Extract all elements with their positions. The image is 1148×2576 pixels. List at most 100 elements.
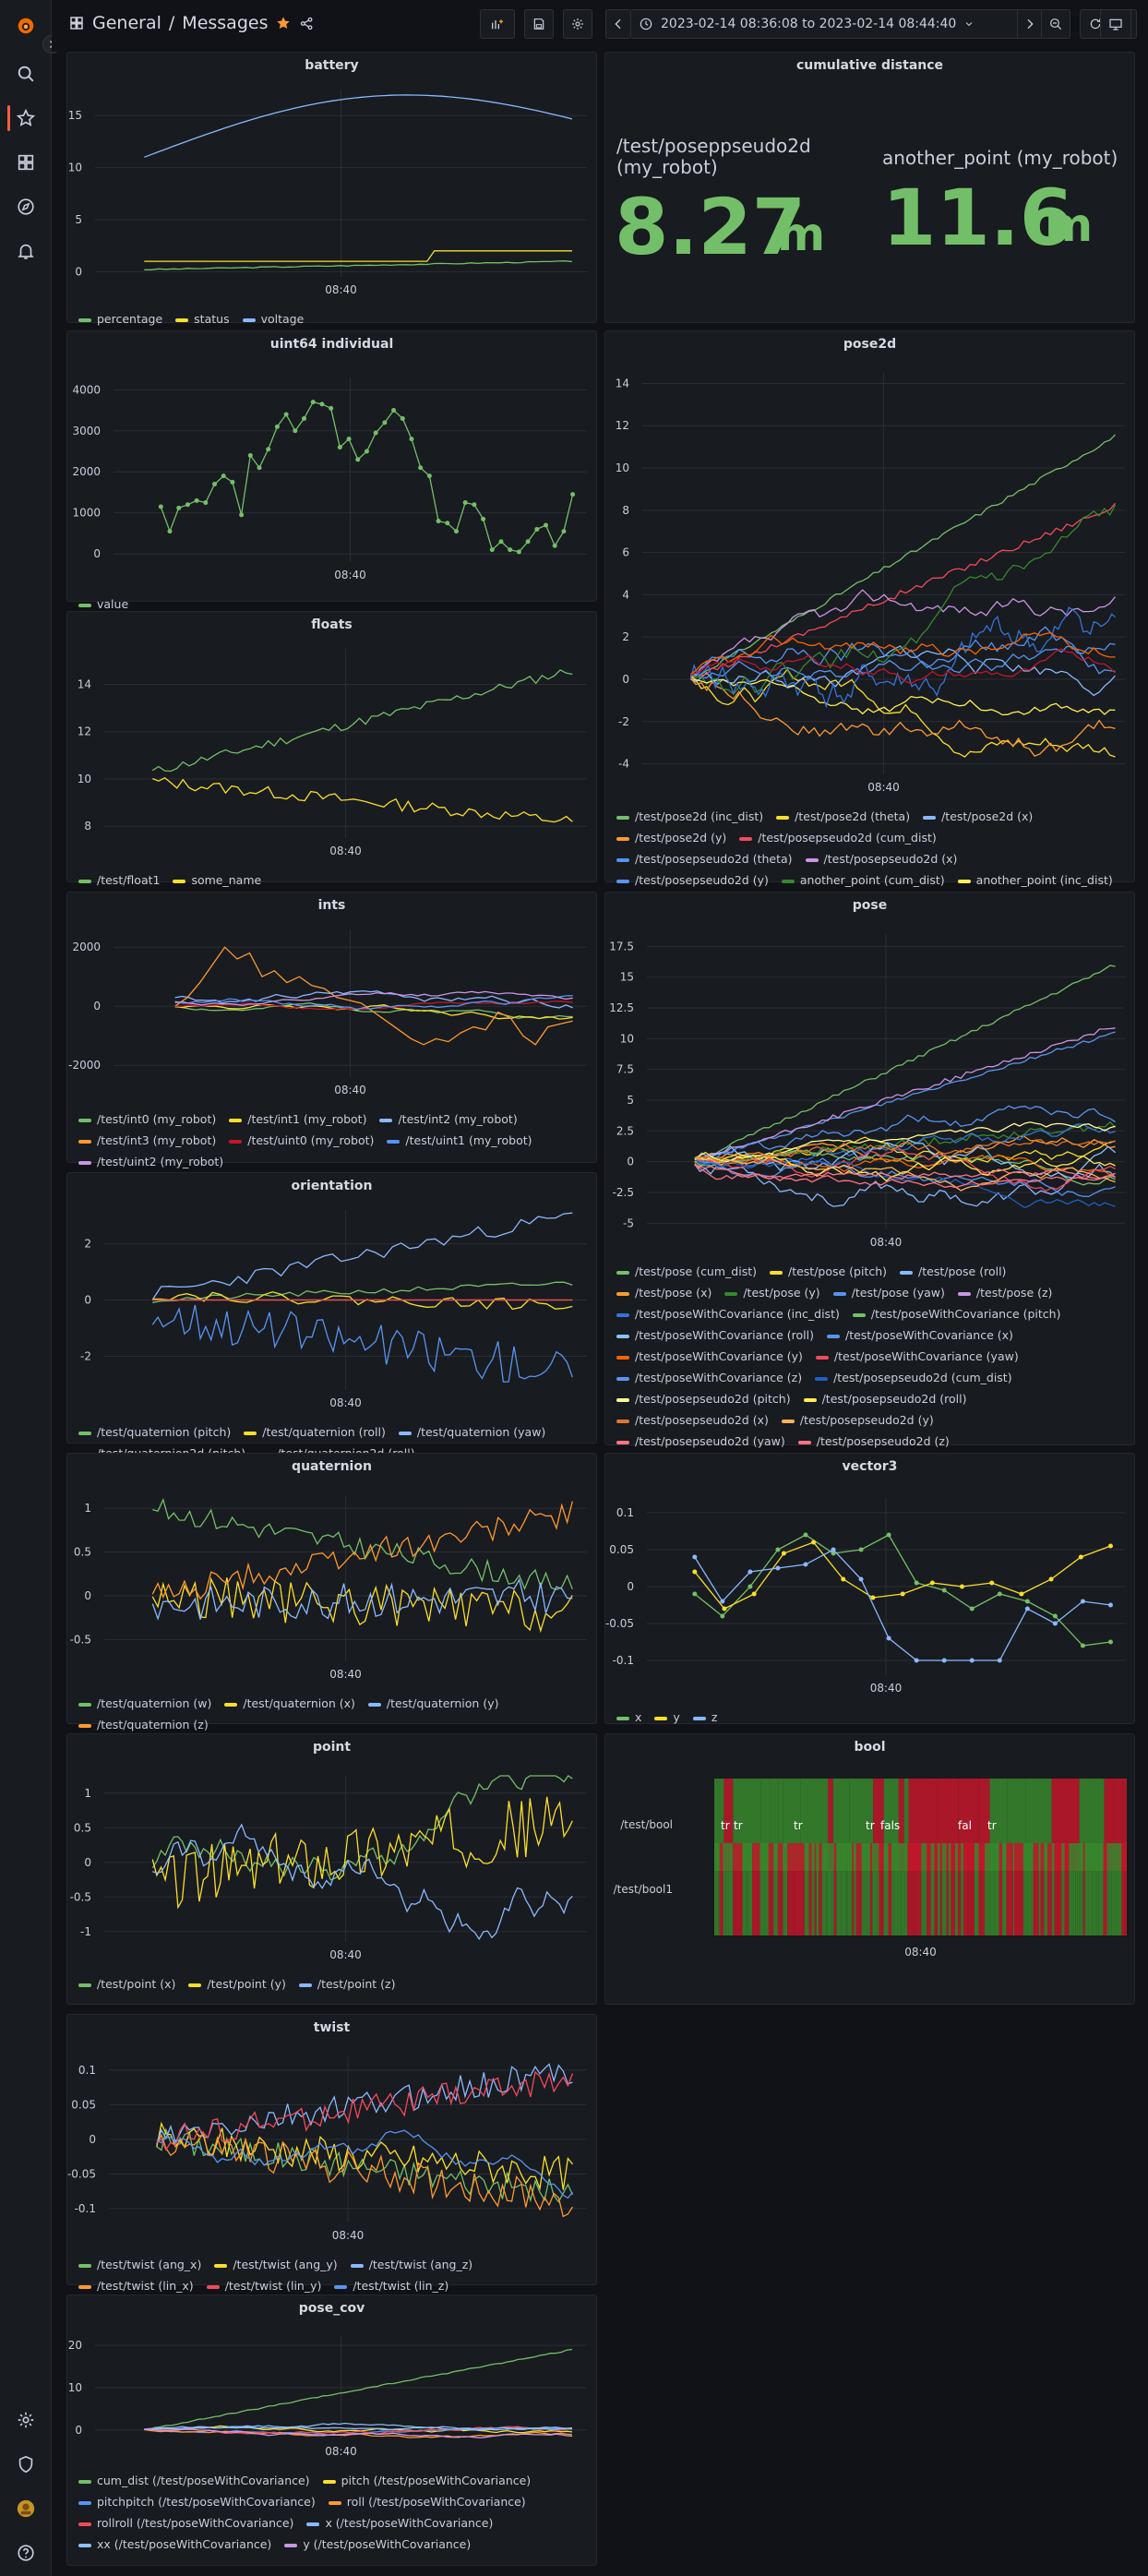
- star-icon[interactable]: [13, 105, 39, 131]
- legend-item[interactable]: /test/pose (y): [724, 1282, 819, 1303]
- legend-item[interactable]: /test/twist (lin_y): [207, 2275, 322, 2296]
- panel-bool[interactable]: bool/test/bool/test/bool1 tr tr tr tr fals fal…: [604, 1733, 1135, 2005]
- legend-item[interactable]: /test/poseWithCovariance (inc_dist): [616, 1303, 840, 1324]
- panel-battery[interactable]: battery 15 10 5 0 08:40 percentage status voltag…: [66, 52, 597, 323]
- legend-item[interactable]: /test/posepseudo2d (y): [616, 869, 769, 891]
- legend-item[interactable]: /test/posepseudo2d (pitch): [616, 1388, 791, 1409]
- explore-icon[interactable]: [13, 194, 39, 220]
- tv-mode-button[interactable]: [1100, 9, 1131, 39]
- legend-item[interactable]: z: [693, 1707, 718, 1728]
- help-icon[interactable]: [13, 2540, 39, 2566]
- panel-pose[interactable]: pose 17.5 15 12.5 10 7.5 5 2.5 0 -2.5 -5 08:40/test…: [604, 892, 1135, 1445]
- legend-item[interactable]: /test/pose (z): [958, 1282, 1053, 1303]
- legend-item[interactable]: /test/pose2d (theta): [776, 806, 910, 827]
- legend-item[interactable]: roll (/test/poseWithCovariance): [329, 2491, 526, 2512]
- user-avatar[interactable]: [13, 2496, 39, 2522]
- legend-item[interactable]: /test/posepseudo2d (theta): [616, 848, 793, 869]
- time-forward-button[interactable]: [1017, 9, 1043, 39]
- legend-item[interactable]: /test/pose2d (inc_dist): [616, 806, 763, 827]
- shield-icon[interactable]: [13, 2451, 39, 2477]
- legend-item[interactable]: another_point (inc_dist): [958, 869, 1113, 891]
- legend-item[interactable]: /test/posepseudo2d (yaw): [616, 1431, 785, 1452]
- settings-gear-icon[interactable]: [13, 2407, 39, 2433]
- panel-pose-cov[interactable]: pose_cov 20 10 0 08:40 cum_dist (/test/poseWi…: [66, 2294, 597, 2566]
- legend-item[interactable]: pitch (/test/poseWithCovariance): [323, 2470, 532, 2491]
- panel-twist[interactable]: twist 0.1 0.05 0 -0.05 -0.1 08:40/test/twist (…: [66, 2014, 597, 2285]
- legend-item[interactable]: /test/uint0 (my_robot): [229, 1130, 374, 1151]
- legend-item[interactable]: /test/int2 (my_robot): [379, 1108, 517, 1130]
- breadcrumb-folder[interactable]: General: [92, 13, 161, 33]
- legend-item[interactable]: /test/posepseudo2d (roll): [804, 1388, 967, 1409]
- panel-pose2d[interactable]: pose2d 14 12 10 8 6 4 2 0 -2 -4 08:40/test/pose2d (…: [604, 330, 1135, 882]
- zoom-out-button[interactable]: [1041, 9, 1070, 39]
- legend-item[interactable]: /test/pose2d (x): [923, 806, 1033, 827]
- legend-item[interactable]: y: [654, 1707, 679, 1728]
- dashboards-icon[interactable]: [13, 150, 39, 175]
- legend-item[interactable]: /test/uint2 (my_robot): [78, 1151, 223, 1172]
- legend-item[interactable]: /test/posepseudo2d (x): [806, 848, 958, 869]
- legend-item[interactable]: /test/point (z): [299, 1973, 396, 1995]
- legend-item[interactable]: /test/pose (x): [616, 1282, 712, 1303]
- legend-item[interactable]: /test/quaternion (yaw): [399, 1421, 545, 1443]
- legend-item[interactable]: /test/pose (roll): [900, 1261, 1006, 1282]
- legend-item[interactable]: /test/point (y): [188, 1973, 285, 1995]
- legend-item[interactable]: /test/quaternion (roll): [244, 1421, 386, 1443]
- panel-ints[interactable]: ints 2000 0 -2000 08:40/test/int0 (my_robot)…: [66, 892, 597, 1163]
- legend-item[interactable]: /test/posepseudo2d (y): [782, 1409, 934, 1431]
- legend-item[interactable]: /test/poseWithCovariance (x): [827, 1324, 1013, 1346]
- legend-item[interactable]: /test/poseWithCovariance (pitch): [853, 1303, 1061, 1324]
- panel-uint64-individual[interactable]: uint64 individual 4000 3000 2000 1000 0 08:40 v…: [66, 330, 597, 602]
- legend-item[interactable]: /test/quaternion (pitch): [78, 1421, 231, 1443]
- grafana-logo-icon[interactable]: [13, 13, 39, 39]
- legend-item[interactable]: /test/pose (yaw): [833, 1282, 945, 1303]
- legend-item[interactable]: /test/twist (lin_z): [334, 2275, 448, 2296]
- favorite-star-icon[interactable]: [275, 15, 292, 31]
- legend-item[interactable]: /test/pose (pitch): [770, 1261, 887, 1282]
- legend-item[interactable]: /test/uint1 (my_robot): [387, 1130, 532, 1151]
- legend-item[interactable]: /test/poseWithCovariance (yaw): [816, 1346, 1019, 1367]
- dashboard-settings-button[interactable]: [563, 9, 592, 39]
- add-panel-button[interactable]: [480, 9, 515, 39]
- legend-item[interactable]: /test/posepseudo2d (cum_dist): [739, 827, 937, 848]
- legend-item[interactable]: /test/posepseudo2d (x): [616, 1409, 769, 1431]
- time-back-button[interactable]: [605, 9, 631, 39]
- time-range-picker[interactable]: 2023-02-14 08:36:08 to 2023-02-14 08:44:…: [631, 9, 1019, 39]
- legend-item[interactable]: x: [616, 1707, 641, 1728]
- legend-item[interactable]: /test/poseWithCovariance (z): [616, 1367, 802, 1388]
- legend-item[interactable]: some_name: [173, 869, 261, 891]
- legend-item[interactable]: /test/twist (ang_y): [214, 2254, 337, 2275]
- alerting-bell-icon[interactable]: [13, 238, 39, 264]
- legend-item[interactable]: /test/quaternion (z): [78, 1714, 209, 1735]
- legend-item[interactable]: /test/twist (lin_x): [78, 2275, 194, 2296]
- legend-item[interactable]: cum_dist (/test/poseWithCovariance): [78, 2470, 310, 2491]
- legend-item[interactable]: /test/twist (ang_x): [78, 2254, 201, 2275]
- legend-item[interactable]: status: [175, 308, 229, 329]
- panel-floats[interactable]: floats 14 12 10 8 08:40/test/float1 some_name: [66, 611, 597, 882]
- panel-point[interactable]: point 1 0.5 0 -0.5 -1 08:40/test/point (x)/tes…: [66, 1733, 597, 2005]
- legend-item[interactable]: voltage: [243, 308, 305, 329]
- legend-item[interactable]: /test/pose2d (y): [616, 827, 726, 848]
- legend-item[interactable]: /test/quaternion (y): [368, 1693, 499, 1714]
- legend-item[interactable]: /test/posepseudo2d (cum_dist): [815, 1367, 1012, 1388]
- legend-item[interactable]: x (/test/poseWithCovariance): [306, 2512, 493, 2534]
- legend-item[interactable]: another_point (cum_dist): [782, 869, 945, 891]
- panel-quaternion[interactable]: quaternion 1 0.5 0 -0.5 08:40/test/quaternion…: [66, 1453, 597, 1724]
- breadcrumb-page[interactable]: Messages: [182, 13, 268, 33]
- legend-item[interactable]: /test/point (x): [78, 1973, 175, 1995]
- legend-item[interactable]: pitchpitch (/test/poseWithCovariance): [78, 2491, 316, 2512]
- share-icon[interactable]: [299, 16, 315, 31]
- save-dashboard-button[interactable]: [524, 9, 554, 39]
- legend-item[interactable]: /test/pose (cum_dist): [616, 1261, 757, 1282]
- legend-item[interactable]: rollroll (/test/poseWithCovariance): [78, 2512, 293, 2534]
- legend-item[interactable]: /test/poseWithCovariance (y): [616, 1346, 803, 1367]
- panel-vector3[interactable]: vector3 0.1 0.05 0 -0.05 -0.1 08:40 x y z: [604, 1453, 1135, 1724]
- legend-item[interactable]: /test/quaternion (w): [78, 1693, 211, 1714]
- panel-cumulative-distance[interactable]: cumulative distance /test/poseppseudo2d …: [604, 52, 1135, 323]
- panel-orientation[interactable]: orientation 2 0 -2 08:40/test/quaternion (pi…: [66, 1172, 597, 1444]
- legend-item[interactable]: y (/test/poseWithCovariance): [284, 2534, 471, 2555]
- legend-item[interactable]: percentage: [78, 308, 162, 329]
- legend-item[interactable]: /test/posepseudo2d (z): [798, 1431, 950, 1452]
- legend-item[interactable]: /test/int3 (my_robot): [78, 1130, 216, 1151]
- legend-item[interactable]: /test/poseWithCovariance (roll): [616, 1324, 814, 1346]
- legend-item[interactable]: /test/int1 (my_robot): [229, 1108, 366, 1130]
